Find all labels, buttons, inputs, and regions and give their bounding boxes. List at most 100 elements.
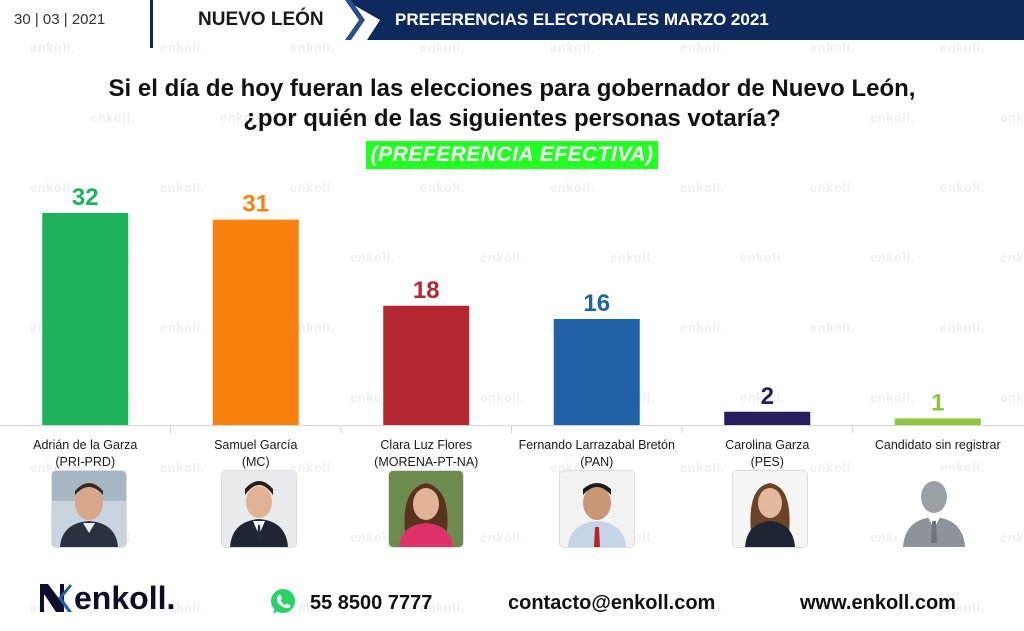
watermark-text: enkoll. <box>30 40 75 55</box>
data-label: 16 <box>583 290 610 317</box>
category-party-label: (PAN) <box>580 455 613 469</box>
data-label: 2 <box>761 383 774 410</box>
category-label: Carolina Garza <box>725 438 809 452</box>
watermark-text: enkoll. <box>160 40 205 55</box>
category-party-label: (PRI-PRD) <box>55 455 115 469</box>
whatsapp-icon <box>271 589 295 614</box>
category-label: Samuel García <box>214 438 297 452</box>
watermark-text: enkoll. <box>290 180 335 195</box>
watermark-text: enkoll. <box>420 600 465 615</box>
contact-email[interactable]: contacto@enkoll.com <box>508 592 716 614</box>
category-label: Adrián de la Garza <box>33 438 137 452</box>
enkoll-logo: enkoll. <box>38 580 175 617</box>
question-line-1: Si el día de hoy fueran las elecciones p… <box>108 75 916 102</box>
effective-preference-label: (PREFERENCIA EFECTIVA) <box>365 141 659 169</box>
candidate-photo-samuel <box>222 471 296 547</box>
watermark-text: enkoll. <box>680 460 725 475</box>
unregistered-candidate-avatar-icon <box>897 471 971 547</box>
header-divider <box>150 0 153 48</box>
data-label: 18 <box>413 277 440 304</box>
category-label: Fernando Larrazabal Bretón <box>519 438 675 452</box>
watermark-text: enkoll. <box>940 40 985 55</box>
watermark-text: enkoll. <box>680 600 725 615</box>
question-line-2: ¿por quién de las siguientes personas vo… <box>243 105 781 132</box>
category-label: Clara Luz Flores <box>380 438 472 452</box>
watermark-text: enkoll. <box>480 390 525 405</box>
watermark-text: enkoll. <box>290 40 335 55</box>
data-label: 31 <box>242 191 269 218</box>
watermark-text: enkoll. <box>870 110 915 125</box>
question-title: Si el día de hoy fueran las elecciones p… <box>0 74 1024 134</box>
watermark-text: enkoll. <box>160 320 205 335</box>
header-banner <box>345 0 1024 40</box>
watermark-text: enkoll. <box>1000 250 1024 265</box>
watermark-text: enkoll. <box>870 390 915 405</box>
watermark-text: enkoll. <box>550 40 595 55</box>
watermark-text: enkoll. <box>480 250 525 265</box>
bar <box>383 305 470 425</box>
watermark-text: enkoll. <box>160 180 205 195</box>
watermark-text: enkoll. <box>680 180 725 195</box>
watermark-text: enkoll. <box>350 530 395 545</box>
watermark-text: enkoll. <box>870 250 915 265</box>
watermark-text: enkoll. <box>420 40 465 55</box>
banner-title: PREFERENCIAS ELECTORALES MARZO 2021 <box>395 10 769 29</box>
watermark-text: enkoll. <box>90 110 135 125</box>
watermark-text: enkoll. <box>160 460 205 475</box>
category-party-label: (MORENA-PT-NA) <box>374 455 478 469</box>
watermark-text: enkoll. <box>680 40 725 55</box>
enkoll-logo-text: enkoll. <box>74 580 176 616</box>
footer: enkoll. 55 8500 7777 contacto@enkoll.com… <box>0 575 1024 631</box>
watermark-text: enkoll. <box>1000 390 1024 405</box>
watermark-text: enkoll. <box>1000 110 1024 125</box>
watermark-text: enkoll. <box>290 320 335 335</box>
watermark-text: enkoll. <box>810 320 855 335</box>
watermark-text: enkoll. <box>740 390 785 405</box>
watermark-text: enkoll. <box>350 110 395 125</box>
watermark-text: enkoll. <box>810 460 855 475</box>
watermark-text: enkoll. <box>550 600 595 615</box>
watermark-text: enkoll. <box>680 320 725 335</box>
watermark-text: enkoll. <box>810 40 855 55</box>
watermark-text: enkoll. <box>220 110 265 125</box>
candidate-photo-fernando <box>560 471 634 547</box>
watermark-text: enkoll. <box>940 600 985 615</box>
data-label: 32 <box>72 184 99 211</box>
bar <box>724 411 811 425</box>
survey-date: 30 | 03 | 2021 <box>14 11 106 28</box>
candidate-photo-clara <box>389 471 463 547</box>
watermark-text: enkoll. <box>290 460 335 475</box>
watermark-text: enkoll. <box>290 600 335 615</box>
subtitle-wrap: (PREFERENCIA EFECTIVA) <box>0 141 1024 169</box>
watermark-text: enkoll. <box>1000 530 1024 545</box>
watermark-text: enkoll. <box>610 250 655 265</box>
watermark-text: enkoll. <box>610 110 655 125</box>
candidate-photo-carolina <box>733 471 807 547</box>
watermark-text: enkoll. <box>480 110 525 125</box>
watermark-text: enkoll. <box>350 250 395 265</box>
candidate-photo-adrian <box>52 471 126 547</box>
data-label: 1 <box>931 389 944 416</box>
watermark-text: enkoll. <box>550 180 595 195</box>
category-party-label: (MC) <box>242 455 270 469</box>
watermark-text: enkoll. <box>420 180 465 195</box>
phone-number[interactable]: 55 8500 7777 <box>310 592 433 614</box>
watermark-text: enkoll. <box>740 110 785 125</box>
enkoll-logo-icon <box>40 584 72 612</box>
watermark-text: enkoll. <box>30 180 75 195</box>
watermark-text: enkoll. <box>480 530 525 545</box>
category-label: Candidato sin registrar <box>875 438 1001 452</box>
bar <box>212 219 299 425</box>
watermark-text: enkoll. <box>810 180 855 195</box>
bar <box>553 319 640 425</box>
watermark-text: enkoll. <box>940 320 985 335</box>
watermark-text: enkoll. <box>740 250 785 265</box>
category-party-label: (PES) <box>751 455 784 469</box>
state-name: NUEVO LEÓN <box>198 9 324 30</box>
header: 30 | 03 | 2021 NUEVO LEÓN PREFERENCIAS E… <box>0 0 1024 48</box>
website-link[interactable]: www.enkoll.com <box>800 592 956 614</box>
watermark-text: enkoll. <box>940 180 985 195</box>
watermark-text: enkoll. <box>350 390 395 405</box>
bar <box>894 418 981 425</box>
